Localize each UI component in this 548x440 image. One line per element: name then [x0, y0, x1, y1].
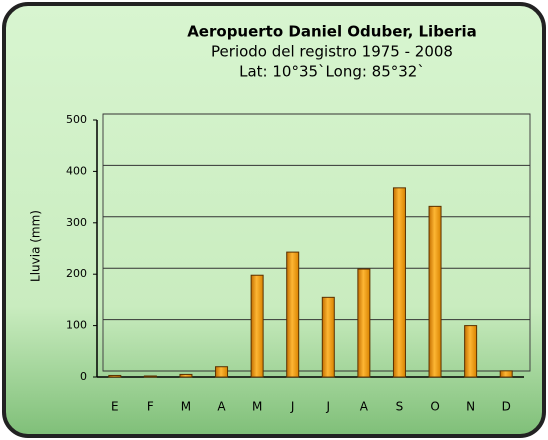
x-tick-label: J [290, 400, 295, 414]
x-tick-label: S [396, 400, 404, 414]
y-axis-label: Lluvia (mm) [29, 210, 43, 282]
y-tick-label: 200 [66, 267, 87, 280]
bar [464, 325, 478, 378]
x-tick-label: E [111, 400, 119, 414]
bar [357, 268, 371, 378]
y-tick-label: 500 [66, 113, 87, 126]
x-tick-label: A [360, 400, 369, 414]
x-tick-label: M [252, 400, 262, 414]
x-tick-label: M [181, 400, 191, 414]
bar [321, 296, 335, 378]
chart-subtitle: Periodo del registro 1975 - 2008 [211, 43, 453, 61]
chart-location: Lat: 10°35`Long: 85°32` [239, 63, 425, 81]
y-tick-label: 400 [66, 164, 87, 177]
y-tick-label: 0 [80, 370, 87, 383]
bar [108, 374, 122, 378]
bar [143, 375, 157, 378]
bar [179, 373, 193, 378]
x-tick-label: N [466, 400, 475, 414]
x-tick-label: F [147, 400, 154, 414]
y-tick-label: 100 [66, 319, 87, 332]
x-tick-label: A [217, 400, 226, 414]
bar [428, 205, 442, 378]
x-tick-label: D [502, 400, 511, 414]
bar [250, 274, 264, 378]
bar [499, 370, 513, 378]
chart-title: Aeropuerto Daniel Oduber, Liberia [187, 23, 477, 41]
bar [215, 366, 229, 378]
bar [392, 187, 406, 378]
bar [286, 251, 300, 378]
x-tick-label: J [326, 400, 331, 414]
x-tick-label: O [430, 400, 439, 414]
y-tick-label: 300 [66, 216, 87, 229]
